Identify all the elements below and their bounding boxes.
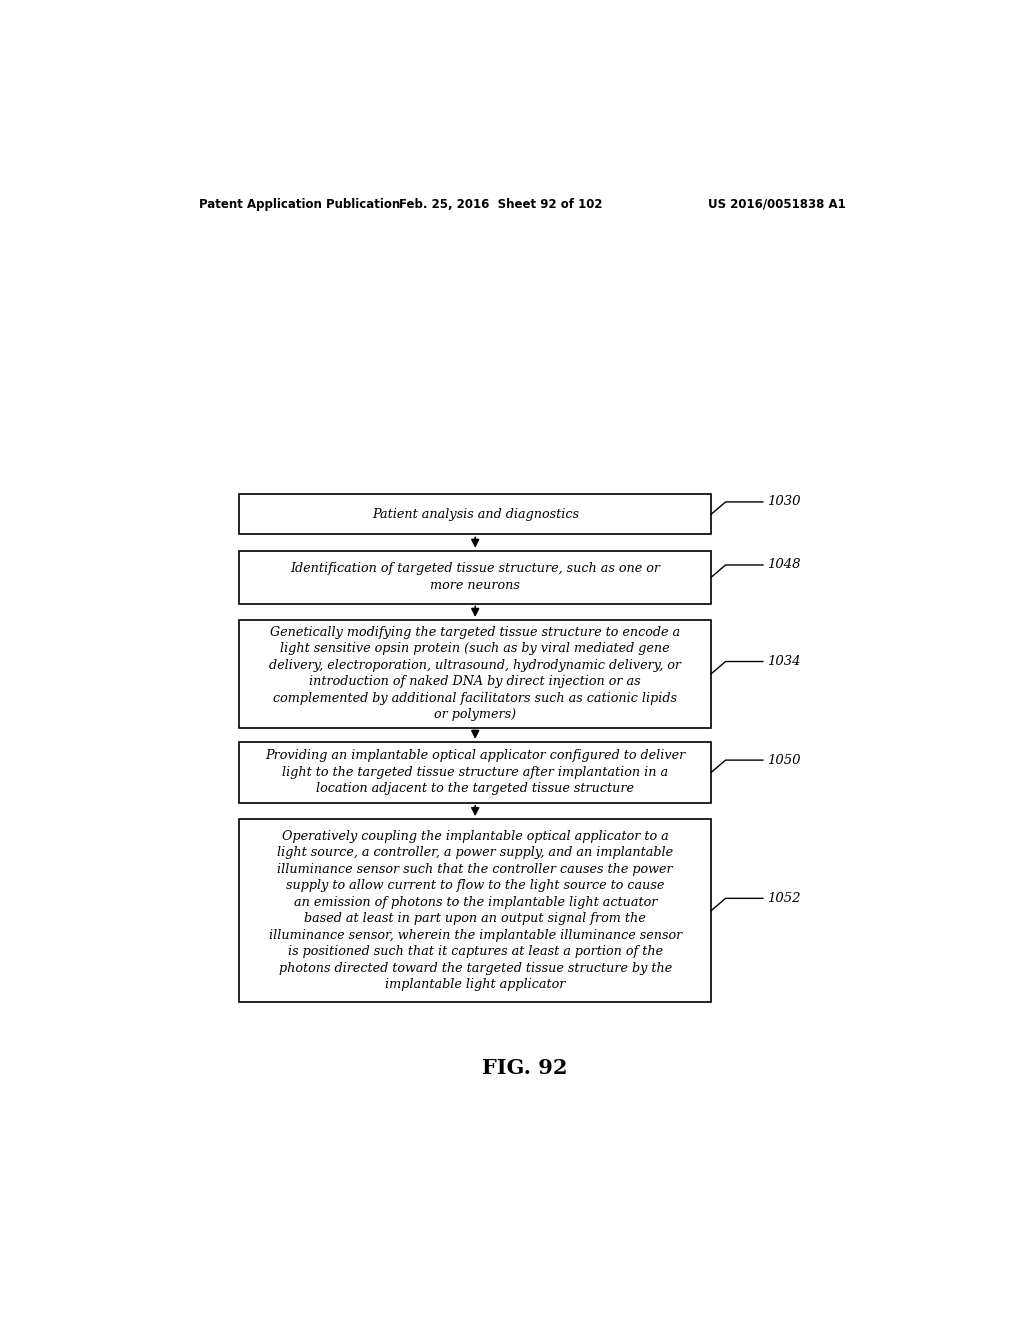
Text: Feb. 25, 2016  Sheet 92 of 102: Feb. 25, 2016 Sheet 92 of 102 xyxy=(399,198,603,211)
Text: Patient analysis and diagnostics: Patient analysis and diagnostics xyxy=(372,508,579,520)
Text: Providing an implantable optical applicator configured to deliver
light to the t: Providing an implantable optical applica… xyxy=(265,750,685,796)
Bar xyxy=(240,742,712,803)
Text: Identification of targeted tissue structure, such as one or
more neurons: Identification of targeted tissue struct… xyxy=(290,562,660,591)
Bar xyxy=(240,620,712,727)
Text: FIG. 92: FIG. 92 xyxy=(482,1059,567,1078)
Text: Patent Application Publication: Patent Application Publication xyxy=(200,198,400,211)
Text: 1050: 1050 xyxy=(767,754,801,767)
Text: 1052: 1052 xyxy=(767,892,801,904)
Text: Operatively coupling the implantable optical applicator to a
light source, a con: Operatively coupling the implantable opt… xyxy=(268,830,682,991)
Text: 1034: 1034 xyxy=(767,655,801,668)
Bar xyxy=(240,818,712,1002)
Text: US 2016/0051838 A1: US 2016/0051838 A1 xyxy=(709,198,846,211)
Text: Genetically modifying the targeted tissue structure to encode a
light sensitive : Genetically modifying the targeted tissu… xyxy=(269,626,681,722)
Text: 1048: 1048 xyxy=(767,558,801,572)
Bar xyxy=(240,494,712,535)
Text: 1030: 1030 xyxy=(767,495,801,508)
Bar xyxy=(240,550,712,603)
